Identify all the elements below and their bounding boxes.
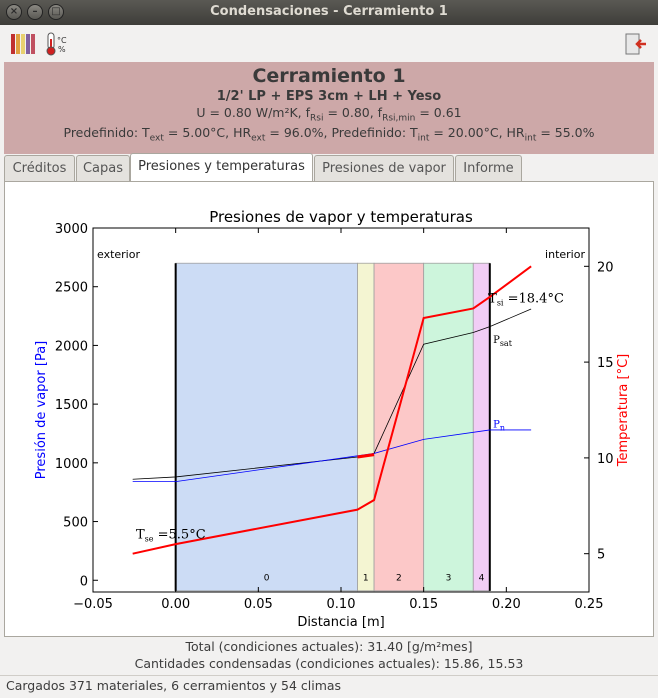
y-tick-label: 2500: [55, 281, 88, 296]
x-tick-label: 0.05: [244, 597, 273, 612]
chart-title: Presiones de vapor y temperaturas: [209, 208, 473, 226]
tab-presiones-temperaturas[interactable]: Presiones y temperaturas: [130, 153, 313, 181]
enclosure-title: Cerramiento 1: [252, 65, 406, 87]
series-psat-line: [132, 308, 532, 480]
psat-annotation: Psat: [493, 335, 513, 348]
toolbar: °C %: [0, 25, 658, 62]
x-tick-label: 0.10: [327, 597, 356, 612]
y-axis-label: Presión de vapor [Pa]: [34, 341, 49, 479]
transmittance-line: U = 0.80 W/m²K, fRsi = 0.80, fRsi,min = …: [196, 105, 462, 124]
tsi-annotation: Tsi =18.4°C: [488, 292, 564, 308]
y-tick-label: 500: [63, 516, 88, 531]
materials-icon: [11, 34, 35, 54]
climate-button[interactable]: °C %: [44, 31, 70, 57]
y2-axis-label: Temperatura [°C]: [616, 354, 631, 467]
x-tick-label: 0.15: [409, 597, 438, 612]
tab-informe[interactable]: Informe: [455, 155, 522, 181]
tab-creditos[interactable]: Créditos: [4, 155, 75, 181]
window-titlebar: × – □ Condensaciones - Cerramiento 1: [0, 0, 658, 25]
x-tick-label: 0.25: [575, 597, 604, 612]
tab-capas[interactable]: Capas: [76, 155, 130, 181]
status-text: Cargados 371 materiales, 6 cerramientos …: [6, 678, 342, 693]
layer-label-3: 3: [446, 573, 452, 583]
x-axis-label: Distancia [m]: [297, 615, 384, 630]
exit-icon: [625, 33, 646, 55]
y-tick-label: 0: [80, 574, 88, 589]
layer-label-4: 4: [479, 573, 485, 583]
layer-label-2: 2: [396, 573, 402, 583]
series-temperatura-line: [132, 265, 532, 555]
y-tick-label: 1000: [55, 457, 88, 472]
condensed-amounts: Cantidades condensadas (condiciones actu…: [134, 656, 524, 671]
minimize-icon[interactable]: –: [27, 4, 43, 20]
layer-band-2: [373, 262, 425, 592]
layer-band-4: [472, 262, 491, 592]
y2-tick-label: 20: [597, 260, 614, 275]
total-condensation: Total (condiciones actuales): 31.40 [g/m…: [185, 639, 473, 654]
series-pn-line: [132, 429, 532, 483]
exit-button[interactable]: [622, 31, 648, 57]
materials-button[interactable]: [10, 31, 36, 57]
svg-text:°C: °C: [57, 36, 67, 45]
y2-tick-label: 5: [597, 548, 605, 563]
y-tick-label: 1500: [55, 398, 88, 413]
layer-label-1: 1: [363, 573, 369, 583]
layer-band-1: [357, 262, 375, 592]
maximize-icon[interactable]: □: [48, 4, 64, 20]
enclosure-header: Cerramiento 1 1/2' LP + EPS 3cm + LH + Y…: [4, 62, 654, 154]
exterior-label: exterior: [97, 248, 140, 261]
window-title: Condensaciones - Cerramiento 1: [210, 4, 448, 19]
layer-band-3: [423, 262, 474, 592]
enclosure-composition: 1/2' LP + EPS 3cm + LH + Yeso: [216, 89, 442, 104]
x-tick-label: 0.20: [492, 597, 521, 612]
y2-tick-label: 10: [597, 452, 614, 467]
pressure-temperature-chart: 0 1 2 3 4 −0.05 0.00 0.05 0.10 0.15 0.20 0.25 0 500 10…: [34, 208, 631, 630]
layer-band-0: [175, 262, 358, 592]
svg-text:%: %: [58, 45, 66, 54]
tab-presiones-vapor[interactable]: Presiones de vapor: [314, 155, 454, 181]
x-tick-label: 0.00: [161, 597, 190, 612]
y-tick-label: 3000: [55, 222, 88, 237]
condensation-segment: [357, 453, 375, 459]
pn-annotation: Pn: [493, 420, 505, 433]
interior-label: interior: [545, 248, 585, 261]
conditions-line: Predefinido: Text = 5.00°C, HRext = 96.0…: [63, 124, 595, 144]
layer-label-0: 0: [264, 573, 270, 583]
x-tick-label: −0.05: [73, 597, 113, 612]
y-tick-label: 2000: [55, 339, 88, 354]
chart-panel: 0 1 2 3 4 −0.05 0.00 0.05 0.10 0.15 0.20 0.25 0 500 10…: [4, 181, 654, 637]
status-bar: Cargados 371 materiales, 6 cerramientos …: [0, 675, 658, 698]
thermometer-icon: °C %: [46, 32, 67, 56]
tse-annotation: Tse =5.5°C: [136, 527, 206, 543]
close-icon[interactable]: ×: [6, 4, 22, 20]
y2-tick-label: 15: [597, 356, 614, 371]
